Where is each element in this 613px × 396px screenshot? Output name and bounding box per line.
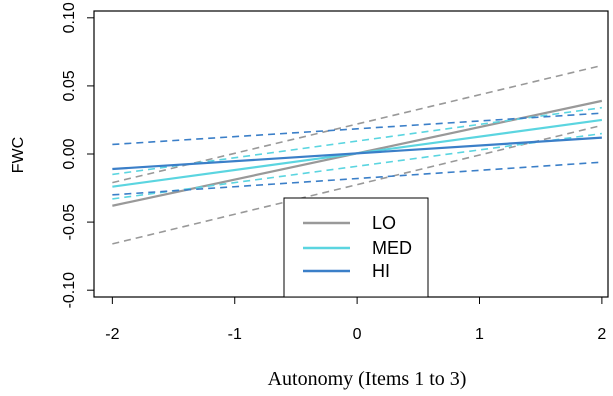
y-tick-label: -0.05 — [61, 204, 78, 241]
y-tick-label: 0.00 — [61, 138, 78, 169]
legend-label-hi: HI — [372, 261, 390, 281]
ci-upper-hi — [112, 112, 602, 146]
x-tick-label: 1 — [475, 326, 484, 343]
ci-lower-hi — [112, 161, 602, 196]
axes-layer: -2 -1 0 1 2 -0.10 -0.05 0.00 0.05 0.10 — [61, 2, 606, 343]
x-tick-label: 0 — [353, 326, 362, 343]
legend-label-lo: LO — [372, 213, 396, 233]
y-tick-label: 0.10 — [61, 2, 78, 33]
x-tick-label: -2 — [105, 326, 119, 343]
y-tick-label: -0.10 — [61, 272, 78, 309]
x-axis-title: Autonomy (Items 1 to 3) — [268, 368, 467, 390]
ci-lower-med — [112, 132, 602, 200]
legend-label-med: MED — [372, 238, 412, 258]
series-layer — [112, 64, 603, 245]
x-tick-label: -1 — [228, 326, 242, 343]
y-axis-title: FWC — [10, 137, 27, 173]
legend: LO MED HI — [283, 197, 429, 298]
x-tick-label: 2 — [597, 326, 606, 343]
series-line-hi — [112, 136, 602, 171]
y-tick-label: 0.05 — [61, 70, 78, 101]
